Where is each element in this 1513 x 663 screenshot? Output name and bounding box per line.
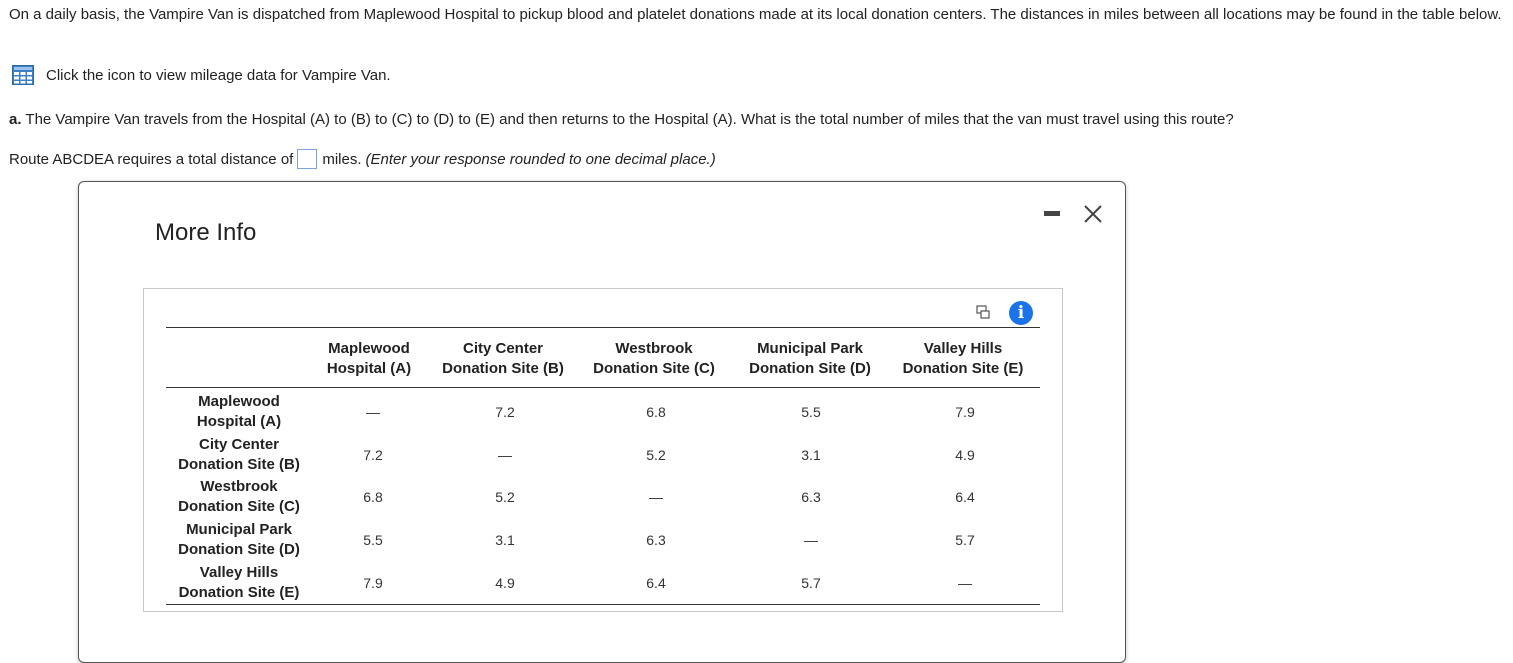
answer-prefix: Route ABCDEA requires a total distance o…: [9, 150, 294, 168]
table-cell: 5.5: [801, 404, 821, 420]
row-header-d: Municipal Park Donation Site (D): [178, 521, 300, 558]
row-header-c: Westbrook Donation Site (C): [178, 478, 300, 515]
dialog-title: More Info: [155, 219, 257, 246]
answer-suffix: miles.: [322, 150, 362, 168]
table-cell: 6.3: [646, 532, 666, 548]
table-cell: —: [366, 404, 380, 420]
table-cell: 3.1: [495, 532, 515, 548]
question-a: a. The Vampire Van travels from the Hosp…: [9, 110, 1234, 130]
info-icon[interactable]: i: [1009, 301, 1033, 325]
mileage-link-text: Click the icon to view mileage data for …: [46, 66, 391, 84]
table-cell: 7.9: [363, 575, 383, 591]
distance-answer-input[interactable]: [297, 149, 318, 169]
table-cell: 6.4: [955, 489, 975, 505]
copy-icon[interactable]: [976, 305, 990, 319]
column-header-e: Valley Hills Donation Site (E): [902, 340, 1024, 377]
table-cell: —: [804, 532, 818, 548]
table-cell: 4.9: [495, 575, 515, 591]
question-label: a.: [9, 111, 22, 128]
table-cell: 6.3: [801, 489, 821, 505]
column-header-c: Westbrook Donation Site (C): [593, 340, 715, 377]
intro-text: On a daily basis, the Vampire Van is dis…: [9, 6, 1502, 23]
table-cell: 6.8: [646, 404, 666, 420]
column-header-b: City Center Donation Site (B): [442, 340, 564, 377]
column-header-a: Maplewood Hospital (A): [326, 340, 412, 377]
question-text: The Vampire Van travels from the Hospita…: [25, 111, 1234, 128]
table-bottom-rule: [166, 604, 1040, 605]
mileage-table-panel: i Maplewood Hospital (A) City Center Don…: [143, 288, 1063, 612]
table-header-rule: [166, 387, 1040, 388]
table-cell: 5.2: [495, 489, 515, 505]
table-cell: 5.2: [646, 447, 666, 463]
table-cell: 5.7: [801, 575, 821, 591]
table-cell: 7.2: [495, 404, 515, 420]
table-cell: 4.9: [955, 447, 975, 463]
grid-table-icon[interactable]: [12, 65, 34, 85]
table-cell: 7.9: [955, 404, 975, 420]
close-icon[interactable]: [1083, 204, 1103, 224]
row-header-a: Maplewood Hospital (A): [196, 393, 282, 430]
minimize-button[interactable]: [1044, 211, 1060, 217]
answer-instruction: (Enter your response rounded to one deci…: [365, 150, 716, 168]
table-cell: —: [649, 489, 663, 505]
minimize-icon: [1044, 211, 1060, 216]
row-header-e: Valley Hills Donation Site (E): [178, 564, 300, 601]
table-cell: 7.2: [363, 447, 383, 463]
more-info-dialog: More Info i Maplewood Hospital (A) City …: [78, 181, 1126, 663]
column-header-d: Municipal Park Donation Site (D): [749, 340, 871, 377]
answer-line: Route ABCDEA requires a total distance o…: [9, 147, 716, 171]
mileage-data-link: Click the icon to view mileage data for …: [12, 65, 391, 85]
table-cell: 6.8: [363, 489, 383, 505]
table-cell: 3.1: [801, 447, 821, 463]
table-cell: —: [498, 447, 512, 463]
table-cell: 5.5: [363, 532, 383, 548]
table-cell: 6.4: [646, 575, 666, 591]
table-cell: —: [958, 575, 972, 591]
table-cell: 5.7: [955, 532, 975, 548]
table-top-rule: [166, 327, 1040, 328]
row-header-b: City Center Donation Site (B): [178, 436, 300, 473]
